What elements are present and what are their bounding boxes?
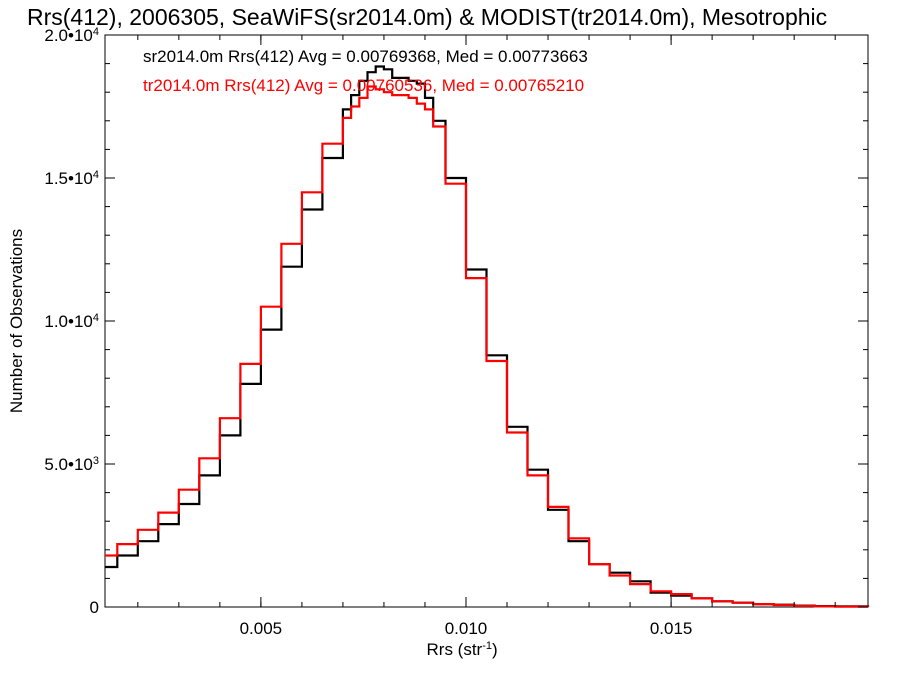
series-group — [105, 65, 870, 608]
annotation-series-1: sr2014.0m Rrs(412) Avg = 0.00769368, Med… — [143, 47, 588, 66]
y-tick-label: 2.0•104 — [44, 26, 99, 45]
chart-title: Rrs(412), 2006305, SeaWiFS(sr2014.0m) & … — [27, 4, 827, 30]
x-tick-label: 0.015 — [650, 619, 693, 638]
annotation-series-2: tr2014.0m Rrs(412) Avg = 0.00760536, Med… — [143, 76, 584, 95]
y-tick-label: 1.5•104 — [44, 169, 99, 188]
x-axis-label-main: Rrs (str — [427, 640, 483, 659]
annotations: sr2014.0m Rrs(412) Avg = 0.00769368, Med… — [143, 47, 588, 95]
y-tick-label-main: 1.0•10 — [44, 312, 93, 331]
y-tick-label-main: 1.5•10 — [44, 169, 93, 188]
axis-ticks: 0.005 0.010 0.01505.0•1031.0•1041.5•1042.0… — [44, 26, 868, 638]
x-axis-label: Rrs (str-1) — [427, 640, 498, 659]
y-tick-label-main: 5.0•10 — [44, 455, 93, 474]
x-axis-label-close: ) — [492, 640, 498, 659]
y-tick-label-exponent: 4 — [93, 26, 99, 38]
y-tick-label: 5.0•103 — [44, 455, 99, 474]
x-tick-label: 0.005 — [240, 619, 283, 638]
y-tick-label-exponent: 3 — [93, 455, 99, 467]
y-axis-label: Number of Observations — [7, 229, 26, 413]
y-tick-label: 0 — [90, 598, 99, 617]
y-tick-label-main: 0 — [90, 598, 99, 617]
y-tick-label: 1.0•104 — [44, 312, 99, 331]
y-tick-label-exponent: 4 — [93, 169, 99, 181]
series-line-2 — [105, 85, 870, 608]
x-tick-label: 0.010 — [445, 619, 488, 638]
x-axis-label-sup: -1 — [482, 640, 492, 652]
y-tick-label-exponent: 4 — [93, 312, 99, 324]
y-tick-label-main: 2.0•10 — [44, 26, 93, 45]
